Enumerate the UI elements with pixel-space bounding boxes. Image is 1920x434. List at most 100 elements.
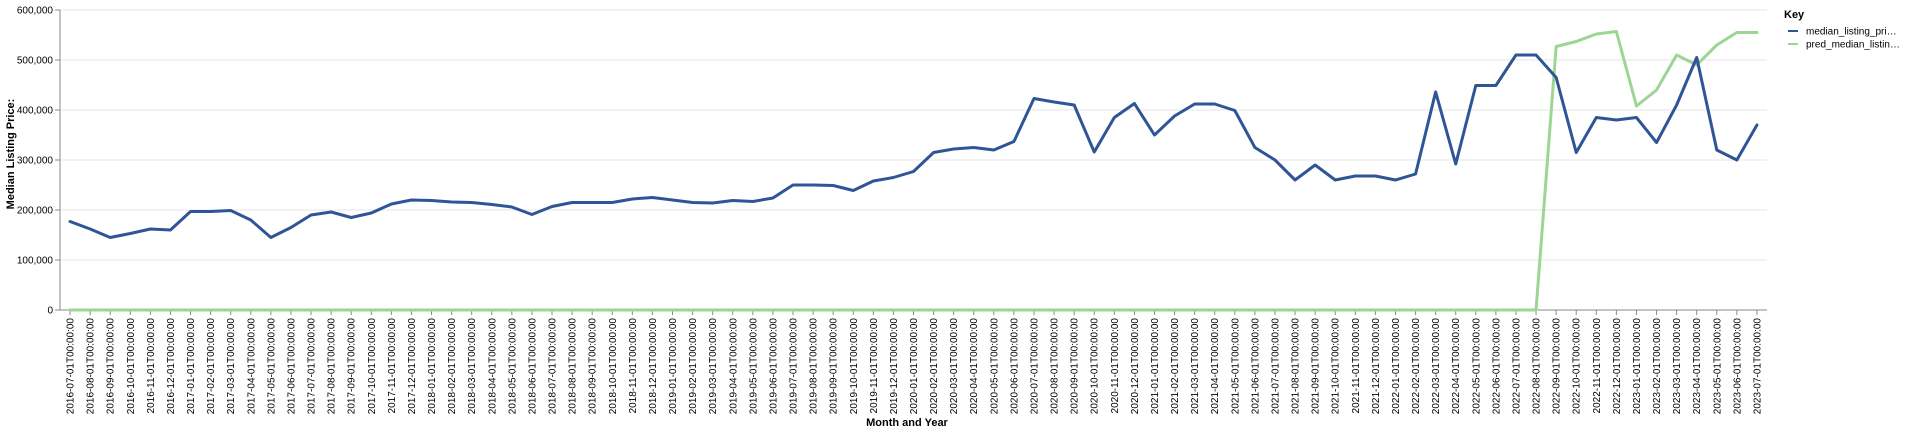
x-tick-label: 2019-07-01T00:00:00 (789, 318, 800, 415)
grid-lines (60, 9, 1767, 311)
legend-label-1: pred_median_listin… (1806, 40, 1900, 51)
x-tick-label: 2022-01-01T00:00:00 (1391, 318, 1402, 415)
x-tick-label: 2019-04-01T00:00:00 (728, 318, 739, 415)
x-tick-label: 2021-04-01T00:00:00 (1210, 318, 1221, 415)
x-tick-label: 2016-09-01T00:00:00 (106, 318, 117, 415)
x-tick-label: 2018-07-01T00:00:00 (548, 318, 559, 415)
x-tick-label: 2020-02-01T00:00:00 (929, 318, 940, 415)
x-tick-label: 2021-11-01T00:00:00 (1351, 318, 1362, 414)
x-tick-label: 2019-10-01T00:00:00 (849, 318, 860, 415)
x-tick-label: 2019-06-01T00:00:00 (768, 318, 779, 415)
x-tick-label: 2021-10-01T00:00:00 (1331, 318, 1342, 415)
x-tick-label: 2018-02-01T00:00:00 (447, 318, 458, 415)
x-tick-label: 2017-02-01T00:00:00 (206, 318, 217, 415)
x-tick-label: 2022-12-01T00:00:00 (1612, 318, 1623, 415)
legend-label-0: median_listing_pri… (1806, 27, 1897, 38)
x-tick-label: 2023-06-01T00:00:00 (1732, 318, 1743, 415)
y-tick-label: 500,000 (17, 56, 54, 67)
series-line-0 (68, 53, 1759, 239)
x-tick-label: 2022-10-01T00:00:00 (1572, 318, 1583, 415)
x-tick-label: 2022-11-01T00:00:00 (1592, 318, 1603, 414)
y-tick-label: 100,000 (17, 256, 54, 267)
x-axis-title: Month and Year (866, 417, 948, 429)
x-tick-label: 2020-06-01T00:00:00 (1009, 318, 1020, 415)
x-tick-label: 2020-01-01T00:00:00 (909, 318, 920, 415)
x-tick-label: 2021-12-01T00:00:00 (1371, 318, 1382, 415)
x-tick-label: 2022-03-01T00:00:00 (1431, 318, 1442, 415)
x-tick-label: 2018-12-01T00:00:00 (648, 318, 659, 415)
x-tick-label: 2020-05-01T00:00:00 (989, 318, 1000, 415)
x-tick-label: 2019-09-01T00:00:00 (829, 318, 840, 415)
y-tick-label: 300,000 (17, 156, 54, 167)
x-tick-label: 2019-08-01T00:00:00 (809, 318, 820, 415)
x-tick-label: 2020-11-01T00:00:00 (1110, 318, 1121, 414)
x-tick-label: 2019-02-01T00:00:00 (688, 318, 699, 415)
x-tick-label: 2018-08-01T00:00:00 (568, 318, 579, 415)
x-tick-label: 2017-05-01T00:00:00 (266, 318, 277, 415)
x-tick-label: 2023-07-01T00:00:00 (1752, 318, 1763, 415)
x-tick-label: 2017-06-01T00:00:00 (286, 318, 297, 415)
x-tick-label: 2018-05-01T00:00:00 (507, 318, 518, 415)
x-tick-label: 2018-09-01T00:00:00 (588, 318, 599, 415)
x-tick-label: 2022-07-01T00:00:00 (1511, 318, 1522, 415)
x-tick-label: 2019-12-01T00:00:00 (889, 318, 900, 415)
x-tick-label: 2021-03-01T00:00:00 (1190, 318, 1201, 415)
x-tick-label: 2021-08-01T00:00:00 (1291, 318, 1302, 415)
x-tick-label: 2022-06-01T00:00:00 (1491, 318, 1502, 415)
x-tick-label: 2020-03-01T00:00:00 (949, 318, 960, 415)
x-tick-label: 2022-05-01T00:00:00 (1471, 318, 1482, 415)
x-tick-label: 2017-11-01T00:00:00 (387, 318, 398, 414)
x-tick-label: 2017-07-01T00:00:00 (307, 318, 318, 415)
x-tick-label: 2022-02-01T00:00:00 (1411, 318, 1422, 415)
x-tick-label: 2023-05-01T00:00:00 (1712, 318, 1723, 415)
x-tick-label: 2019-03-01T00:00:00 (708, 318, 719, 415)
x-tick-label: 2023-02-01T00:00:00 (1652, 318, 1663, 415)
x-tick-label: 2017-10-01T00:00:00 (367, 318, 378, 415)
x-tick-label: 2022-09-01T00:00:00 (1552, 318, 1563, 415)
x-tick-label: 2020-04-01T00:00:00 (969, 318, 980, 415)
x-tick-label: 2019-05-01T00:00:00 (748, 318, 759, 415)
x-tick-label: 2021-07-01T00:00:00 (1270, 318, 1281, 415)
y-axis-title: Median Listing Price: (5, 99, 17, 210)
x-tick-label: 2021-09-01T00:00:00 (1311, 318, 1322, 415)
x-tick-label: 2021-06-01T00:00:00 (1250, 318, 1261, 415)
x-tick-label: 2021-05-01T00:00:00 (1230, 318, 1241, 415)
x-tick-label: 2017-09-01T00:00:00 (347, 318, 358, 415)
x-tick-label: 2022-04-01T00:00:00 (1451, 318, 1462, 415)
x-tick-label: 2020-09-01T00:00:00 (1070, 318, 1081, 415)
x-tick-label: 2016-08-01T00:00:00 (86, 318, 97, 415)
y-tick-label: 200,000 (17, 206, 54, 217)
x-tick-label: 2023-01-01T00:00:00 (1632, 318, 1643, 415)
x-tick-label: 2021-02-01T00:00:00 (1170, 318, 1181, 415)
series-line-1 (68, 30, 1759, 312)
y-axis: 0 100,000 200,000 300,000 400,000 500,000 600,… (17, 6, 61, 317)
x-tick-label: 2023-03-01T00:00:00 (1672, 318, 1683, 415)
y-tick-label: 0 (47, 306, 53, 317)
y-tick-label: 400,000 (17, 106, 54, 117)
x-tick-label: 2023-04-01T00:00:00 (1692, 318, 1703, 415)
x-tick-label: 2018-06-01T00:00:00 (527, 318, 538, 415)
x-tick-label: 2017-04-01T00:00:00 (246, 318, 257, 415)
x-tick-label: 2017-12-01T00:00:00 (407, 318, 418, 415)
legend-title: Key (1784, 9, 1805, 21)
x-tick-label: 2018-01-01T00:00:00 (427, 318, 438, 415)
x-tick-label: 2017-01-01T00:00:00 (186, 318, 197, 415)
series-lines (68, 30, 1759, 312)
x-tick-label: 2016-11-01T00:00:00 (146, 318, 157, 414)
x-tick-label: 2020-10-01T00:00:00 (1090, 318, 1101, 415)
x-tick-label: 2021-01-01T00:00:00 (1150, 318, 1161, 415)
x-tick-label: 2018-11-01T00:00:00 (628, 318, 639, 414)
x-tick-label: 2019-01-01T00:00:00 (668, 318, 679, 415)
x-tick-label: 2019-11-01T00:00:00 (869, 318, 880, 414)
x-axis: 2016-07-01T00:00:00 2016-08-01T00:00:00 20… (60, 309, 1767, 415)
y-tick-label: 600,000 (17, 6, 54, 17)
x-tick-label: 2020-07-01T00:00:00 (1029, 318, 1040, 415)
x-tick-label: 2020-08-01T00:00:00 (1050, 318, 1061, 415)
x-tick-label: 2020-12-01T00:00:00 (1130, 318, 1141, 415)
x-tick-label: 2018-03-01T00:00:00 (467, 318, 478, 415)
legend: Key median_listing_pri… pred_median_listi… (1784, 9, 1900, 51)
x-tick-label: 2016-12-01T00:00:00 (166, 318, 177, 415)
x-tick-label: 2017-08-01T00:00:00 (327, 318, 338, 415)
x-tick-label: 2018-04-01T00:00:00 (487, 318, 498, 415)
